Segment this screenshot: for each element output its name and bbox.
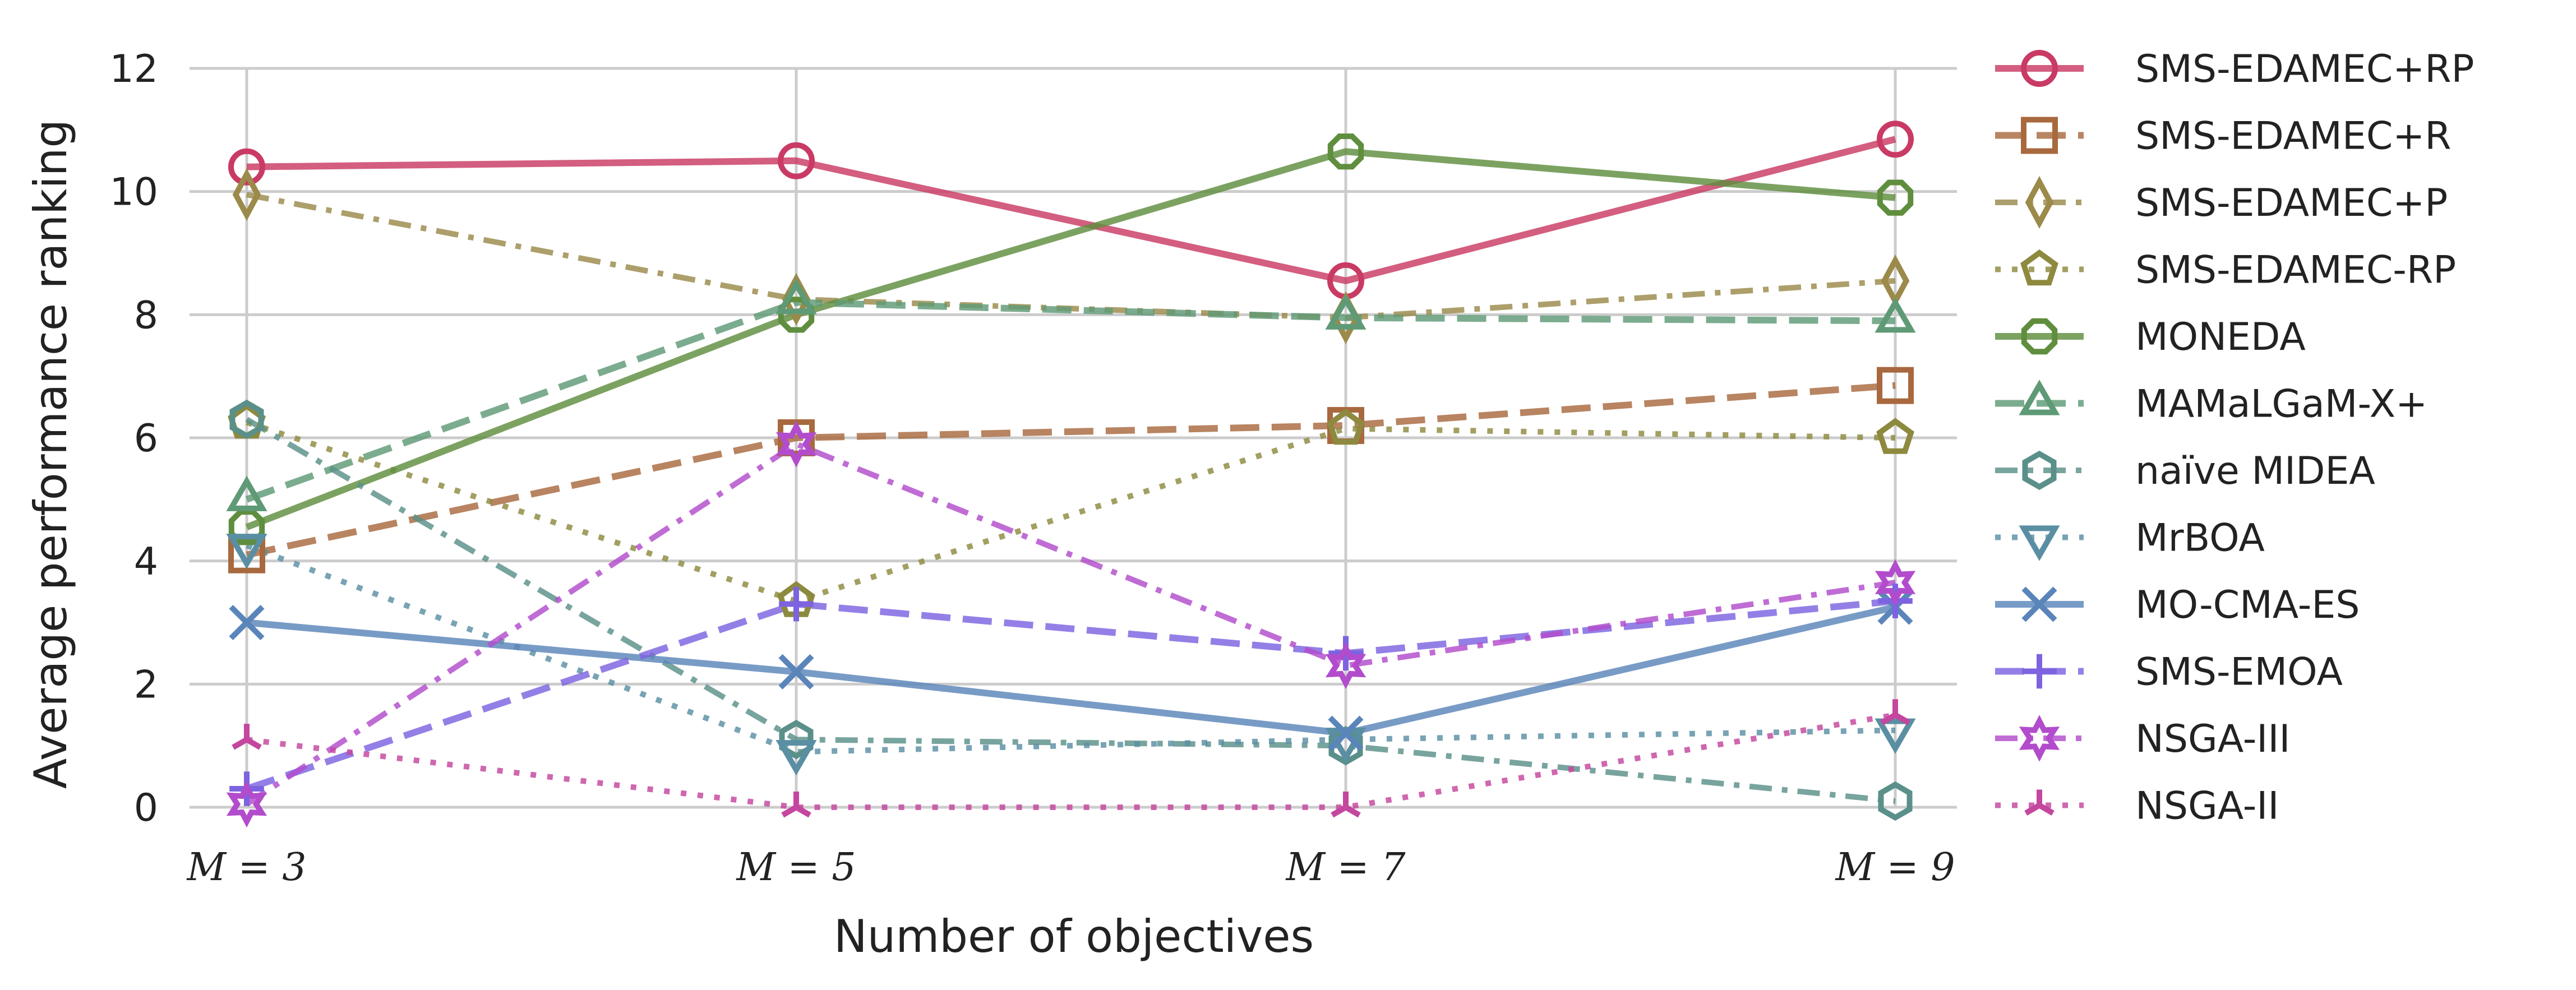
y-tick-label: 6	[134, 417, 158, 461]
data-point-mamalgam-x	[1875, 297, 1916, 333]
y-tick-label: 8	[134, 293, 158, 337]
series-line-sms-edamec-p	[246, 192, 1896, 321]
series-line-mamalgam-x	[245, 299, 1896, 503]
legend-marker	[2020, 249, 2058, 286]
y-tick-label: 2	[134, 663, 158, 707]
legend-marker	[2019, 525, 2060, 561]
legend-item-naive-midea: naïve MIDEA	[1995, 449, 2375, 493]
series-line-sms-edamec-rp	[246, 419, 1896, 604]
legend-label: MAMaLGaM-X+	[2135, 382, 2427, 427]
legend-label: SMS-EDAMEC-RP	[2135, 248, 2456, 293]
series-line-nsga-ii	[246, 712, 1896, 810]
x-axis-title: Number of objectives	[834, 910, 1314, 963]
series-line-naive-midea	[245, 417, 1896, 804]
data-point-nsga-iii	[775, 420, 817, 468]
series-markers	[226, 121, 1916, 828]
legend-label: SMS-EDAMEC+R	[2135, 114, 2452, 159]
x-tick-label: M = 5	[735, 845, 856, 890]
legend-item-mo-cma-es: MO-CMA-ES	[1995, 583, 2360, 627]
data-point-sms-edamec-r	[1877, 367, 1914, 404]
legend-item-sms-edamec-rp: SMS-EDAMEC-RP	[1995, 248, 2456, 293]
legend-marker	[2022, 654, 2057, 689]
data-point-sms-emoa	[779, 586, 814, 622]
legend: SMS-EDAMEC+RP SMS-EDAMEC+R SMS-EDAMEC+P SMS…	[1995, 47, 2475, 829]
legend-label: naïve MIDEA	[2135, 449, 2375, 493]
data-point-moneda	[1327, 133, 1364, 170]
legend-marker	[2024, 789, 2055, 816]
data-point-naive-midea	[229, 399, 264, 440]
legend-item-nsga-iii: NSGA-III	[1995, 715, 2290, 762]
legend-label: MO-CMA-ES	[2135, 583, 2360, 627]
data-point-mrboa	[775, 740, 817, 776]
legend-label: MrBOA	[2135, 516, 2265, 561]
x-tick-label: M = 3	[186, 845, 306, 890]
legend-marker	[2025, 176, 2054, 229]
legend-item-moneda: MONEDA	[1995, 315, 2306, 359]
legend-marker	[2019, 380, 2060, 415]
x-tick-label: M = 7	[1285, 845, 1406, 890]
data-point-naive-midea	[779, 720, 814, 760]
legend-item-mrboa: MrBOA	[1995, 516, 2265, 561]
data-point-moneda	[1877, 179, 1914, 216]
y-axis-title: Average performance ranking	[25, 119, 77, 789]
series-lines	[245, 136, 1896, 810]
data-point-mrboa	[1875, 718, 1916, 754]
legend-marker	[2019, 715, 2060, 762]
data-point-nsga-ii	[232, 724, 262, 750]
legend-item-nsga-ii: NSGA-II	[1995, 784, 2279, 829]
legend-marker	[2021, 117, 2058, 154]
legend-marker	[2022, 450, 2057, 491]
legend-marker	[2021, 586, 2057, 622]
legend-marker	[2021, 50, 2058, 87]
data-point-moneda	[228, 509, 265, 545]
legend-label: MONEDA	[2135, 315, 2306, 359]
legend-item-sms-edamec-r: SMS-EDAMEC+R	[1995, 114, 2452, 159]
data-point-nsga-ii	[1880, 699, 1910, 725]
legend-item-sms-emoa: SMS-EMOA	[1995, 650, 2343, 695]
y-tick-label: 12	[109, 47, 158, 91]
legend-marker	[2021, 318, 2058, 355]
legend-item-mamalgam-x: MAMaLGaM-X+	[1995, 380, 2427, 427]
data-point-mamalgam-x	[226, 475, 267, 511]
legend-item-sms-edamec-rp: SMS-EDAMEC+RP	[1995, 47, 2475, 91]
legend-label: NSGA-II	[2135, 784, 2279, 829]
legend-label: SMS-EMOA	[2135, 650, 2343, 695]
series-line-sms-edamec-rp	[246, 136, 1896, 284]
series-line-sms-edamec-r	[246, 382, 1896, 558]
legend-label: SMS-EDAMEC+P	[2135, 181, 2448, 225]
data-point-mo-cma-es	[1328, 715, 1364, 751]
data-point-mamalgam-x	[775, 279, 817, 314]
data-point-sms-edamec-p	[232, 168, 261, 221]
data-point-sms-edamec-rp	[1327, 408, 1365, 445]
legend-label: NSGA-III	[2135, 717, 2290, 761]
data-point-nsga-iii	[1325, 642, 1367, 690]
series-line-sms-emoa	[246, 598, 1896, 792]
data-point-sms-edamec-rp	[778, 142, 815, 179]
data-point-nsga-ii	[1331, 792, 1361, 818]
y-tick-label: 10	[109, 170, 158, 215]
data-point-sms-edamec-rp	[1877, 121, 1914, 158]
data-point-nsga-iii	[1875, 559, 1916, 606]
series-line-mo-cma-es	[246, 604, 1896, 737]
data-point-sms-edamec-rp	[1876, 418, 1914, 454]
axes: Number of objectives Average performance…	[25, 47, 1955, 963]
data-point-mo-cma-es	[778, 654, 814, 690]
data-point-naive-midea	[1878, 781, 1913, 821]
series-line-moneda	[245, 148, 1896, 530]
data-point-mamalgam-x	[1325, 294, 1367, 330]
y-tick-label: 0	[134, 786, 158, 830]
series-line-nsga-iii	[245, 441, 1896, 807]
legend-label: SMS-EDAMEC+RP	[2135, 47, 2475, 91]
data-point-mo-cma-es	[229, 604, 265, 641]
x-tick-label: M = 9	[1834, 845, 1955, 890]
legend-item-sms-edamec-p: SMS-EDAMEC+P	[1995, 176, 2448, 229]
series-line-mrboa	[246, 543, 1896, 755]
data-point-mrboa	[226, 534, 267, 570]
data-point-nsga-ii	[781, 792, 811, 818]
data-point-sms-edamec-rp	[228, 148, 265, 186]
y-tick-label: 4	[134, 540, 158, 584]
data-point-nsga-iii	[226, 780, 267, 828]
